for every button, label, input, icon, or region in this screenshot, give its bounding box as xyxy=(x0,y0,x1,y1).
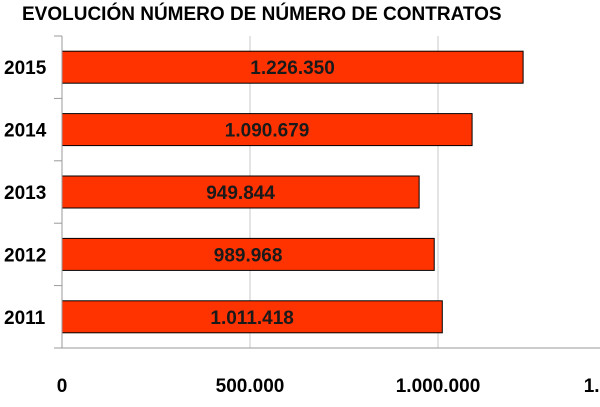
bars xyxy=(61,50,524,334)
bar-2014 xyxy=(61,113,473,147)
bar-2011 xyxy=(61,300,443,334)
x-tick-label: 1.500.000 xyxy=(584,376,600,397)
x-tick-label: 500.000 xyxy=(216,376,285,397)
x-tick-label: 1.000.000 xyxy=(396,376,481,397)
data-label: 1.090.679 xyxy=(225,121,310,142)
y-tick-label: 2013 xyxy=(4,183,46,204)
data-label: 949.844 xyxy=(206,183,275,204)
data-label: 1.226.350 xyxy=(250,58,335,79)
x-tick-label: 0 xyxy=(57,376,68,397)
data-label: 1.011.418 xyxy=(210,308,293,329)
y-tick-label: 2015 xyxy=(4,58,47,79)
labels: 0 500.000 1.000.000 1.500.000 2015 1.226.350 2… xyxy=(4,58,600,397)
data-label: 989.968 xyxy=(214,245,283,266)
y-tick-label: 2014 xyxy=(4,121,47,142)
chart-title: EVOLUCIÓN NÚMERO DE NÚMERO DE CONTRATOS xyxy=(22,3,502,25)
axes xyxy=(54,35,600,349)
y-tick-label: 2012 xyxy=(4,245,46,266)
y-tick-label: 2011 xyxy=(4,308,46,329)
